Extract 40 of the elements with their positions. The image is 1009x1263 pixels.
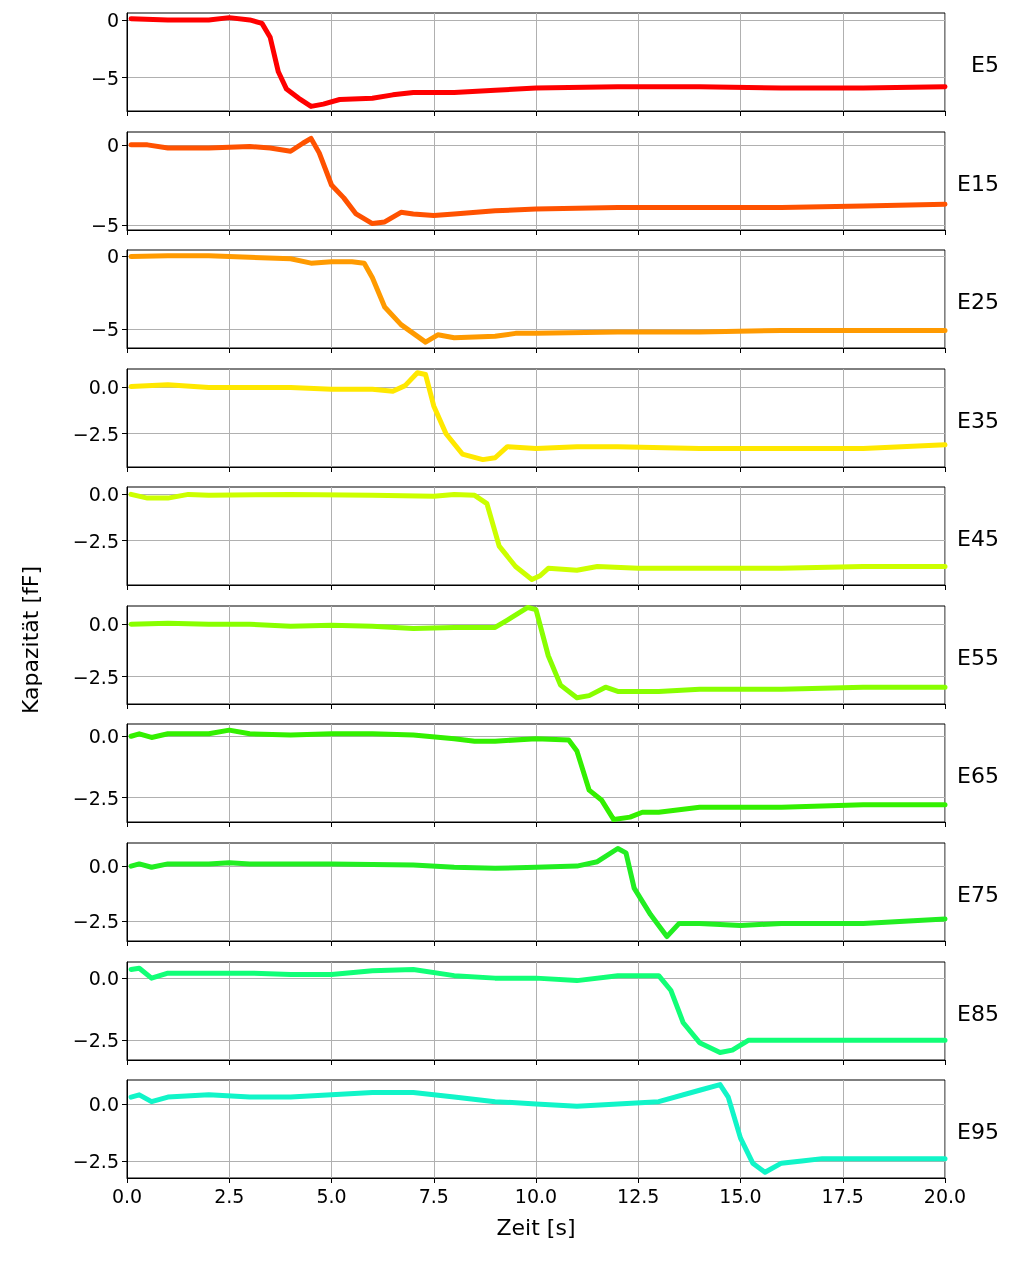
y-tick-label: 0.0 (88, 855, 119, 878)
y-tick-label: 0.0 (88, 613, 119, 636)
series-label: E65 (957, 762, 1000, 788)
x-tick-label: 15.0 (719, 1184, 762, 1207)
x-tick-label: 5.0 (316, 1184, 347, 1207)
x-tick-label: 20.0 (923, 1184, 967, 1207)
y-tick-label: −2.5 (72, 1029, 119, 1052)
series-label: E75 (957, 881, 1000, 907)
series-label: E45 (957, 525, 1000, 551)
y-tick-label: −2.5 (72, 910, 119, 933)
y-tick-label: −2.5 (72, 422, 119, 445)
x-tick-label: 10.0 (514, 1184, 558, 1207)
x-tick-label: 7.5 (418, 1184, 449, 1207)
y-tick-label: −2.5 (72, 665, 119, 688)
y-tick-label: −5 (90, 66, 119, 89)
x-tick-label: 12.5 (617, 1184, 660, 1207)
y-tick-label: −5 (90, 214, 119, 237)
y-tick-label: −2.5 (72, 786, 119, 809)
series-label: E15 (957, 170, 1000, 196)
x-tick-label: 2.5 (214, 1184, 245, 1207)
series-label: E55 (957, 644, 1000, 670)
x-tick-label: 17.5 (821, 1184, 864, 1207)
y-tick-label: 0.0 (88, 725, 119, 748)
y-tick-label: 0.0 (88, 967, 119, 990)
y-tick-label: −2.5 (72, 1149, 119, 1172)
y-tick-label: −5 (90, 317, 119, 340)
y-tick-label: 0 (106, 8, 119, 31)
y-tick-label: 0.0 (88, 376, 119, 399)
y-tick-label: 0.0 (88, 1092, 119, 1115)
y-axis-title: Kapazität [fF] (17, 566, 43, 714)
y-tick-label: 0.0 (88, 483, 119, 506)
y-tick-label: 0 (106, 244, 119, 267)
series-label: E25 (957, 288, 1000, 314)
series-label: E5 (971, 51, 1000, 77)
series-label: E95 (957, 1118, 1000, 1144)
y-tick-label: −2.5 (72, 529, 119, 552)
x-axis-title: Zeit [s] (496, 1214, 576, 1240)
series-label: E35 (957, 407, 1000, 433)
y-tick-label: 0 (106, 133, 119, 156)
series-label: E85 (957, 1000, 1000, 1026)
